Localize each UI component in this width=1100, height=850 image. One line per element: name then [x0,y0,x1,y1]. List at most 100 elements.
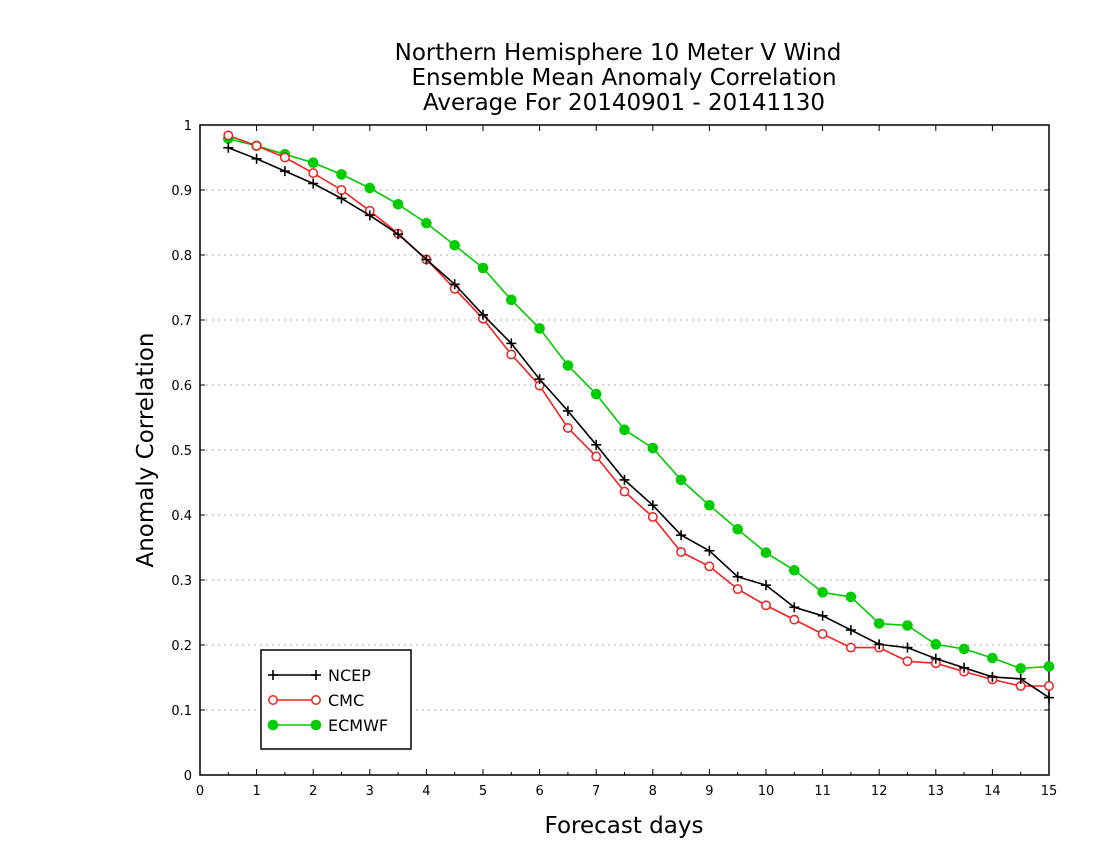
x-tick-label: 3 [366,784,374,799]
y-tick-label: 0.6 [171,379,192,394]
data-point-ncep [930,653,941,664]
data-point-ecmwf [760,547,772,559]
data-point-ecmwf [364,182,376,194]
y-axis-title: Anomaly Correlation [133,332,159,567]
data-point-cmc [902,656,913,667]
tick-labels: 00.10.20.30.40.50.60.70.80.910 1 2 3 4 5 6 7 8 9 1… [171,119,1057,799]
data-point-ncep [704,545,715,556]
data-point-ecmwf [1015,663,1027,674]
data-point-ncep [251,153,262,164]
data-point-ncep [732,571,743,582]
data-point-ncep [308,178,319,189]
x-tick-label: 8 [649,784,657,799]
data-point-ncep [364,210,375,221]
data-point-ncep [761,580,771,591]
data-point-cmc [591,451,602,462]
data-point-ecmwf [647,442,659,454]
data-point-ecmwf [1043,661,1055,672]
x-tick-label: 0 [196,784,204,799]
data-point-ecmwf [307,157,319,168]
y-tick-label: 1 [184,119,192,134]
data-point-ncep [591,439,602,450]
y-tick-label: 0.2 [171,639,192,654]
x-tick-label: 2 [309,784,317,799]
data-point-ncep [1044,692,1054,703]
data-point-ecmwf [930,639,942,650]
x-tick-label: 11 [814,784,831,799]
legend-marker [268,695,278,705]
data-point-ncep [478,309,488,320]
data-point-cmc [279,152,290,163]
y-tick-label: 0.7 [171,314,192,329]
data-point-ecmwf [336,169,347,180]
data-point-ncep [959,662,970,673]
data-point-ncep [676,530,687,541]
data-point-ncep [647,500,658,511]
series-lines [223,130,1055,703]
legend-marker [268,670,278,680]
x-axis-title: Forecast days [545,813,704,839]
data-point-ncep [223,142,234,153]
data-point-cmc [619,486,630,497]
data-point-ecmwf [562,360,574,371]
data-point-ecmwf [449,239,461,251]
data-point-ecmwf [534,323,545,334]
legend-item-cmc: CMC [268,691,364,710]
y-tick-label: 0 [184,769,192,784]
data-point-cmc [562,422,573,433]
data-point-ncep [1015,673,1026,684]
data-point-ncep [534,374,545,385]
data-point-ecmwf [732,524,744,535]
data-point-ncep [393,229,404,240]
series-ncep [223,142,1054,703]
data-point-cmc [704,561,715,572]
data-point-cmc [223,130,234,141]
data-point-ncep [987,671,998,682]
data-point-ecmwf [619,424,630,436]
x-tick-label: 7 [592,784,600,799]
data-point-ecmwf [873,618,885,629]
data-point-cmc [845,642,856,653]
x-tick-label: 1 [252,784,260,799]
data-point-cmc [817,629,828,639]
data-point-cmc [647,512,658,522]
data-point-ncep [421,254,432,265]
data-point-ecmwf [704,499,715,511]
data-point-ecmwf [421,217,432,229]
data-point-ncep [562,406,573,416]
title-line-2: Ensemble Mean Anomaly Correlation [411,65,836,91]
data-point-cmc [251,140,262,151]
x-tick-label: 10 [758,784,775,799]
y-tick-label: 0.3 [171,574,192,589]
y-tick-label: 0.1 [171,704,192,719]
data-point-cmc [336,185,347,195]
data-point-cmc [1044,681,1054,691]
x-tick-label: 12 [871,784,888,799]
data-point-cmc [506,349,517,360]
data-point-cmc [732,584,743,595]
legend-marker [267,719,279,731]
data-point-ecmwf [675,474,687,486]
chart-title: Northern Hemisphere 10 Meter V Wind Ense… [395,40,842,116]
y-tick-label: 0.8 [171,249,192,264]
data-point-ecmwf [477,262,489,274]
data-point-ecmwf [506,294,517,306]
data-point-ncep [279,166,290,177]
data-point-cmc [676,547,687,557]
data-point-ncep [506,338,517,349]
y-tick-label: 0.9 [171,184,192,199]
data-point-ncep [789,602,800,613]
title-line-1: Northern Hemisphere 10 Meter V Wind [395,40,842,66]
legend-item-ncep: NCEP [268,666,371,685]
data-point-cmc [308,168,319,179]
axes [199,124,1050,776]
gridlines [200,189,1049,711]
series-ecmwf [223,133,1055,674]
series-line-cmc [228,134,1049,687]
data-point-ncep [902,642,913,653]
x-tick-label: 5 [479,784,487,799]
legend: NCEP CMC ECMWF [260,649,412,750]
x-tick-label: 6 [535,784,543,799]
x-tick-label: 13 [928,784,945,799]
